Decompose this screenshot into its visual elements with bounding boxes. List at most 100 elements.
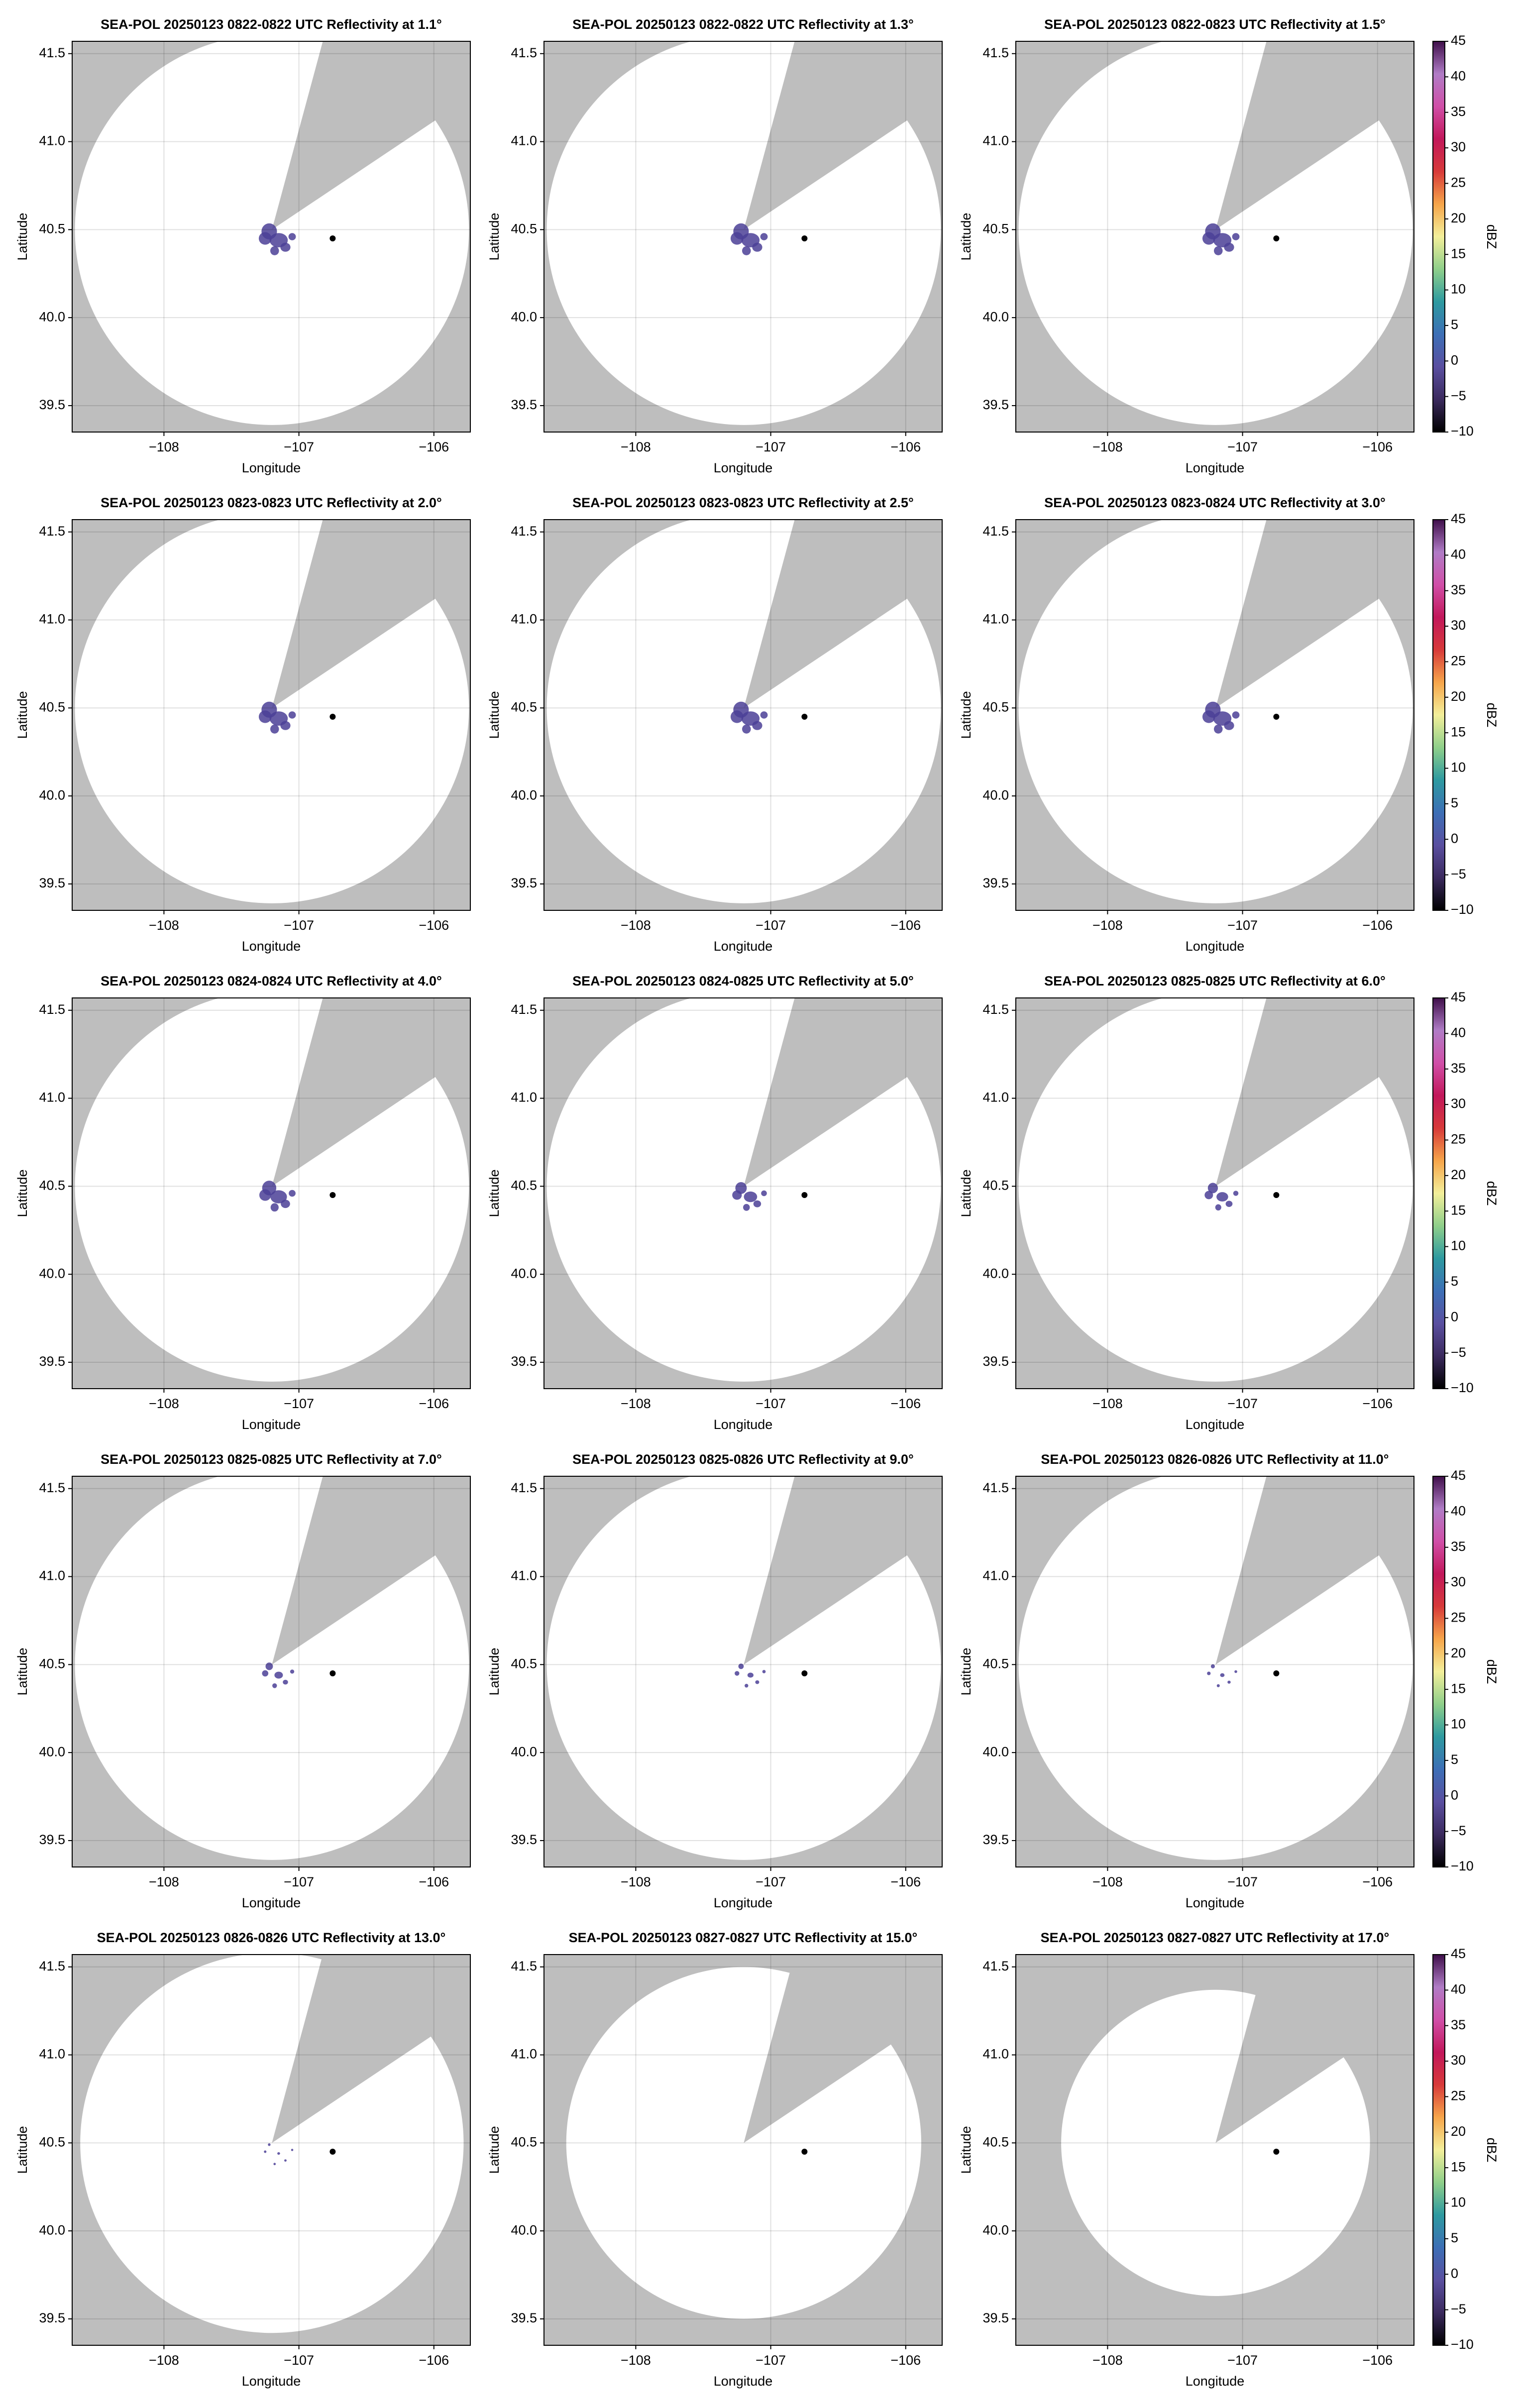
- x-tick-label: −106: [890, 2353, 921, 2368]
- chart-title: SEA-POL 20250123 0824-0824 UTC Reflectiv…: [101, 974, 442, 988]
- colorbar-tick-label: −5: [1451, 1345, 1466, 1360]
- x-axis-label: Longitude: [714, 939, 773, 954]
- y-tick-label: 40.5: [511, 2134, 537, 2149]
- y-tick-label: 40.5: [982, 221, 1009, 236]
- plot-frame: [1015, 997, 1414, 1389]
- echo: [289, 1190, 296, 1197]
- colorbar-tick-label: −10: [1451, 902, 1474, 917]
- site-point: [1273, 1670, 1280, 1677]
- coverage: [1061, 1989, 1370, 2296]
- site-point: [1273, 714, 1280, 720]
- y-axis-label: Latitude: [15, 213, 30, 260]
- echo: [268, 2143, 271, 2146]
- site-point: [801, 2149, 808, 2155]
- x-tick-label: −107: [1227, 1874, 1258, 1889]
- y-tick-label: 41.0: [511, 1090, 537, 1105]
- colorbar-tick-label: 25: [1451, 175, 1466, 190]
- y-tick-label: 39.5: [39, 876, 65, 890]
- x-tick-label: −108: [621, 439, 651, 454]
- plot-frame: [543, 997, 943, 1389]
- x-tick-label: −108: [149, 1874, 179, 1889]
- echo: [1214, 246, 1223, 255]
- x-axis-label: Longitude: [242, 939, 301, 954]
- y-tick-label: 41.5: [39, 1959, 65, 1973]
- echo: [761, 1190, 767, 1197]
- x-axis-label: Longitude: [1186, 460, 1245, 475]
- colorbar-tick-label: 40: [1451, 1503, 1466, 1518]
- panel: SEA-POL 20250123 0822-0822 UTC Reflectiv…: [15, 17, 471, 475]
- y-axis-label: Latitude: [959, 2126, 974, 2174]
- chart-title: SEA-POL 20250123 0825-0825 UTC Reflectiv…: [1044, 974, 1386, 988]
- chart-title: SEA-POL 20250123 0822-0822 UTC Reflectiv…: [572, 17, 914, 32]
- colorbar-tick-label: 5: [1451, 2230, 1458, 2245]
- echo: [1234, 1670, 1237, 1673]
- echo: [735, 1671, 740, 1676]
- echo: [270, 1190, 287, 1204]
- site-point: [329, 235, 336, 242]
- colorbar-tick-label: 45: [1451, 1468, 1466, 1483]
- chart-title: SEA-POL 20250123 0822-0823 UTC Reflectiv…: [1044, 17, 1386, 32]
- y-tick-label: 40.5: [511, 1178, 537, 1193]
- y-tick-label: 41.0: [982, 1568, 1009, 1583]
- x-axis-label: Longitude: [1186, 1417, 1245, 1432]
- echo: [730, 232, 744, 245]
- colorbar-tick-label: 35: [1451, 1061, 1466, 1076]
- y-tick-label: 39.5: [511, 2310, 537, 2325]
- y-tick-label: 39.5: [982, 1354, 1009, 1369]
- plot-frame: [72, 41, 471, 433]
- echo: [1233, 1191, 1239, 1196]
- y-tick-label: 41.0: [982, 2047, 1009, 2062]
- y-tick-label: 41.5: [982, 524, 1009, 539]
- echo: [732, 1190, 742, 1200]
- y-axis-label: Latitude: [487, 213, 502, 260]
- x-tick-label: −108: [149, 2353, 179, 2368]
- echo: [283, 1679, 288, 1685]
- colorbar-tick-label: 30: [1451, 618, 1466, 633]
- colorbar-tick-label: 10: [1451, 1238, 1466, 1253]
- y-tick-label: 41.5: [511, 524, 537, 539]
- colorbar-tick-label: 0: [1451, 1309, 1458, 1324]
- plot-frame: [72, 519, 471, 911]
- y-tick-label: 40.0: [511, 1266, 537, 1281]
- y-tick-label: 39.5: [39, 1832, 65, 1847]
- x-tick-label: −108: [621, 2353, 651, 2368]
- x-axis-label: Longitude: [714, 1417, 773, 1432]
- echo: [274, 1671, 283, 1679]
- coverage: [546, 1469, 941, 1860]
- echo: [752, 242, 762, 252]
- x-axis-label: Longitude: [242, 460, 301, 475]
- x-tick-label: −108: [1092, 918, 1123, 933]
- echo: [1207, 1671, 1211, 1675]
- y-tick-label: 39.5: [982, 397, 1009, 412]
- x-tick-label: −106: [419, 439, 449, 454]
- panel: SEA-POL 20250123 0825-0825 UTC Reflectiv…: [15, 1452, 471, 1910]
- echo: [280, 242, 291, 252]
- colorbar-tick-label: 25: [1451, 1132, 1466, 1147]
- colorbar-label: dBZ: [1484, 224, 1499, 249]
- y-tick-label: 40.0: [982, 1266, 1009, 1281]
- chart-title: SEA-POL 20250123 0825-0825 UTC Reflectiv…: [101, 1452, 442, 1467]
- colorbar-tick-label: −5: [1451, 2301, 1466, 2316]
- y-tick-label: 40.0: [982, 1744, 1009, 1759]
- y-tick-label: 40.5: [511, 699, 537, 714]
- echo: [1216, 1192, 1228, 1202]
- echo: [760, 233, 768, 240]
- y-tick-label: 41.5: [982, 1480, 1009, 1495]
- y-tick-label: 41.5: [39, 45, 65, 60]
- plot-frame: [72, 997, 471, 1389]
- chart-title: SEA-POL 20250123 0825-0826 UTC Reflectiv…: [572, 1452, 914, 1467]
- y-axis-label: Latitude: [487, 1169, 502, 1217]
- y-tick-label: 41.5: [511, 45, 537, 60]
- chart-title: SEA-POL 20250123 0827-0827 UTC Reflectiv…: [1041, 1930, 1390, 1945]
- y-tick-label: 40.0: [39, 309, 65, 324]
- echo: [291, 2149, 294, 2151]
- colorbar-tick-label: −10: [1451, 1380, 1474, 1395]
- plot-frame: [72, 1954, 471, 2346]
- y-tick-label: 39.5: [982, 2310, 1009, 2325]
- plot-frame: [543, 1476, 943, 1867]
- plot-frame: [1015, 41, 1414, 433]
- panel: SEA-POL 20250123 0825-0825 UTC Reflectiv…: [959, 974, 1499, 1432]
- colorbar-tick-label: 35: [1451, 582, 1466, 597]
- panel: SEA-POL 20250123 0823-0823 UTC Reflectiv…: [487, 495, 943, 954]
- y-tick-label: 40.5: [39, 699, 65, 714]
